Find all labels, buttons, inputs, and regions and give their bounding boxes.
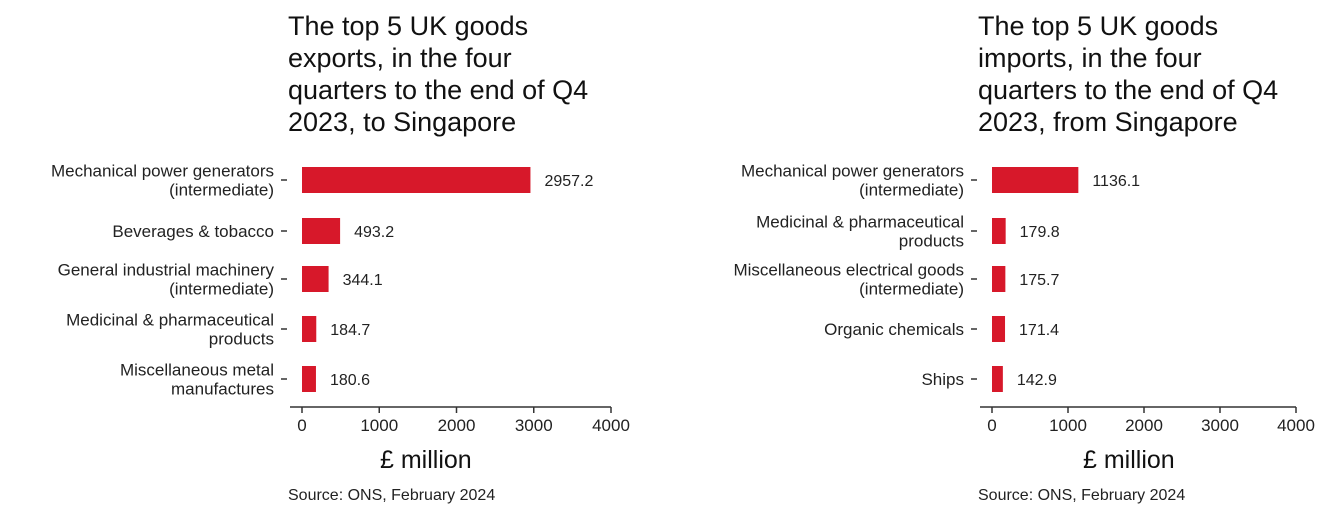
category-label: Miscellaneous electrical goods bbox=[733, 261, 964, 280]
bar bbox=[992, 366, 1003, 392]
x-tick-label: 2000 bbox=[438, 416, 476, 435]
x-tick-label: 2000 bbox=[1125, 416, 1163, 435]
category-label: Medicinal & pharmaceutical bbox=[756, 213, 964, 232]
bar bbox=[302, 266, 329, 292]
x-tick-label: 0 bbox=[297, 416, 306, 435]
category-label: General industrial machinery bbox=[58, 261, 275, 280]
exports-bar-chart: Mechanical power generators(intermediate… bbox=[51, 162, 630, 436]
value-label: 344.1 bbox=[343, 272, 383, 289]
bar bbox=[302, 218, 341, 244]
bar bbox=[992, 218, 1006, 244]
chart-title: The top 5 UK goods imports, in the four … bbox=[978, 11, 1279, 137]
x-tick-label: 4000 bbox=[1277, 416, 1315, 435]
imports-chart-panel: The top 5 UK goods imports, in the four … bbox=[665, 0, 1330, 510]
category-label: Mechanical power generators bbox=[741, 162, 964, 181]
value-label: 180.6 bbox=[330, 372, 370, 389]
source-note: Source: ONS, February 2024 bbox=[978, 487, 1186, 504]
x-tick-label: 4000 bbox=[592, 416, 630, 435]
chart-title: The top 5 UK goods exports, in the four … bbox=[288, 11, 589, 137]
bar bbox=[302, 316, 317, 342]
category-label: manufactures bbox=[171, 380, 274, 399]
x-tick-label: 1000 bbox=[360, 416, 398, 435]
category-label: products bbox=[899, 232, 964, 251]
value-label: 2957.2 bbox=[544, 173, 593, 190]
bar bbox=[992, 316, 1006, 342]
category-label: Beverages & tobacco bbox=[112, 222, 274, 241]
category-label: Medicinal & pharmaceutical bbox=[66, 311, 274, 330]
source-note: Source: ONS, February 2024 bbox=[288, 487, 496, 504]
x-tick-label: 1000 bbox=[1049, 416, 1087, 435]
value-label: 175.7 bbox=[1019, 272, 1059, 289]
value-label: 493.2 bbox=[354, 224, 394, 241]
value-label: 1136.1 bbox=[1092, 173, 1140, 190]
value-label: 171.4 bbox=[1019, 322, 1059, 339]
bar bbox=[992, 167, 1079, 193]
category-label: Ships bbox=[921, 370, 964, 389]
bar bbox=[302, 366, 316, 392]
value-label: 142.9 bbox=[1017, 372, 1057, 389]
x-tick-label: 3000 bbox=[1201, 416, 1239, 435]
bar bbox=[992, 266, 1006, 292]
category-label: products bbox=[209, 330, 274, 349]
x-axis-title: £ million bbox=[380, 446, 472, 474]
category-label: Mechanical power generators bbox=[51, 162, 274, 181]
value-label: 184.7 bbox=[330, 322, 370, 339]
category-label: Organic chemicals bbox=[824, 320, 964, 339]
x-axis-title: £ million bbox=[1083, 446, 1175, 474]
bar bbox=[302, 167, 531, 193]
category-label: (intermediate) bbox=[169, 280, 274, 299]
imports-bar-chart: Mechanical power generators(intermediate… bbox=[733, 162, 1315, 436]
category-label: (intermediate) bbox=[859, 280, 964, 299]
category-label: (intermediate) bbox=[169, 181, 274, 200]
x-tick-label: 0 bbox=[987, 416, 996, 435]
x-tick-label: 3000 bbox=[515, 416, 553, 435]
exports-chart-panel: The top 5 UK goods exports, in the four … bbox=[51, 11, 630, 504]
category-label: (intermediate) bbox=[859, 181, 964, 200]
category-label: Miscellaneous metal bbox=[120, 361, 274, 380]
value-label: 179.8 bbox=[1020, 224, 1060, 241]
